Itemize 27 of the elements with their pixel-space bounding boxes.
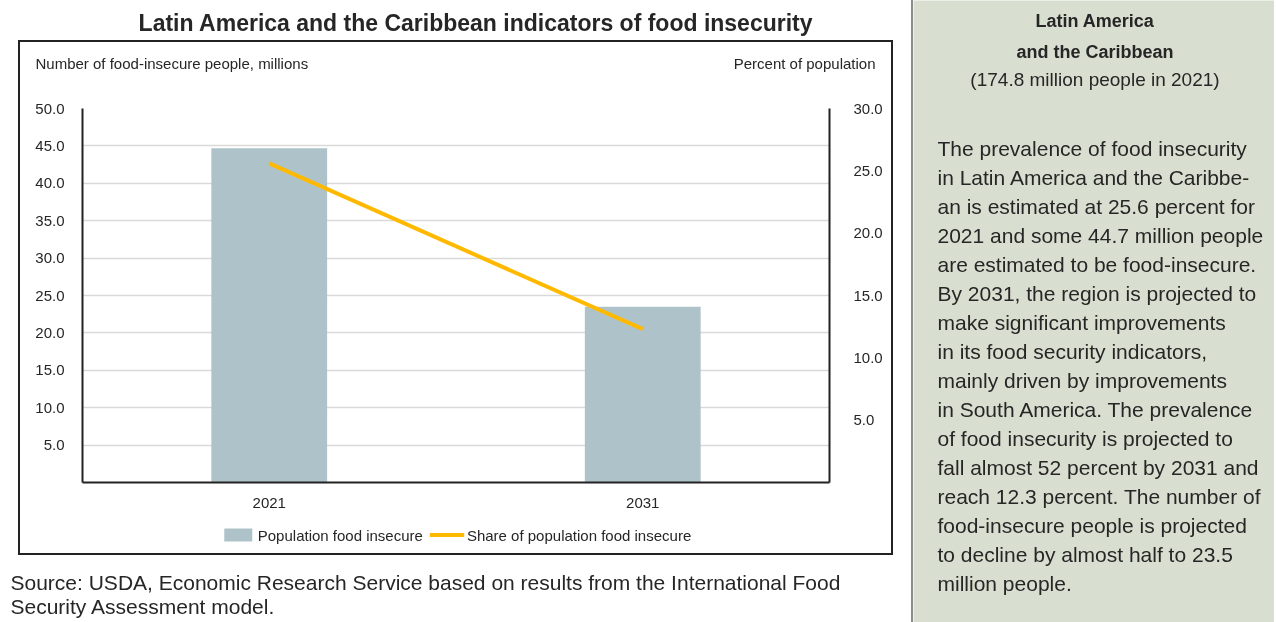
y-axis-title: Number of food-insecure people, millions [35,55,309,72]
text: Latin America and the Caribbean [1016,10,1174,62]
y2-tick-label: 5.0 [853,411,875,429]
legend-label: Population food insecure [257,526,423,543]
y-tick-label: 50.0 [35,99,65,117]
y-tick-label: 25.0 [35,286,65,304]
y2-tick-label: 20.0 [853,224,883,242]
source-note: Source: USDA, Economic Research Service based on results from the International Food Security Assessment model. [10,571,841,618]
y-tick-label: 30.0 [35,249,65,267]
y2-tick-label: 10.0 [853,348,883,366]
text: The prevalence of food insecurity in Latin America and the Caribbe- an is estimated at 25.6 percent for 2021 and some 44.7 million people are estimated to be food-insecure. By 2031, the region is projected to make significant improvements in its food security indicators, mainly driven by improvements in South America. The prevalence of food insecurity is projected to fall almost 52 percent by 2031 and reach 12.3 percent. The number of food-insecure people is projected to decline by almost half to 23.5 million people. [937,137,1264,595]
y2-tick-label: 25.0 [853,161,883,179]
y-tick-label: 15.0 [35,361,65,379]
y2-axis-title: Percent of population [733,55,876,72]
y-tick-label: 35.0 [35,211,65,229]
legend-label: Share of population food insecure [466,526,692,543]
x-tick-label: 2031 [626,493,660,511]
y-tick-label: 10.0 [35,398,65,416]
y-tick-label: 20.0 [35,323,65,341]
y2-tick-label: 30.0 [853,99,883,117]
x-tick-label: 2021 [252,493,286,511]
y2-tick-label: 15.0 [853,286,883,304]
text: (174.8 million people in 2021) [970,69,1220,90]
y-tick-label: 5.0 [43,436,65,454]
y-tick-label: 40.0 [35,174,65,192]
y-tick-label: 45.0 [35,136,65,154]
chart-title: Latin America and the Caribbean indicators of food insecurity [138,9,813,36]
